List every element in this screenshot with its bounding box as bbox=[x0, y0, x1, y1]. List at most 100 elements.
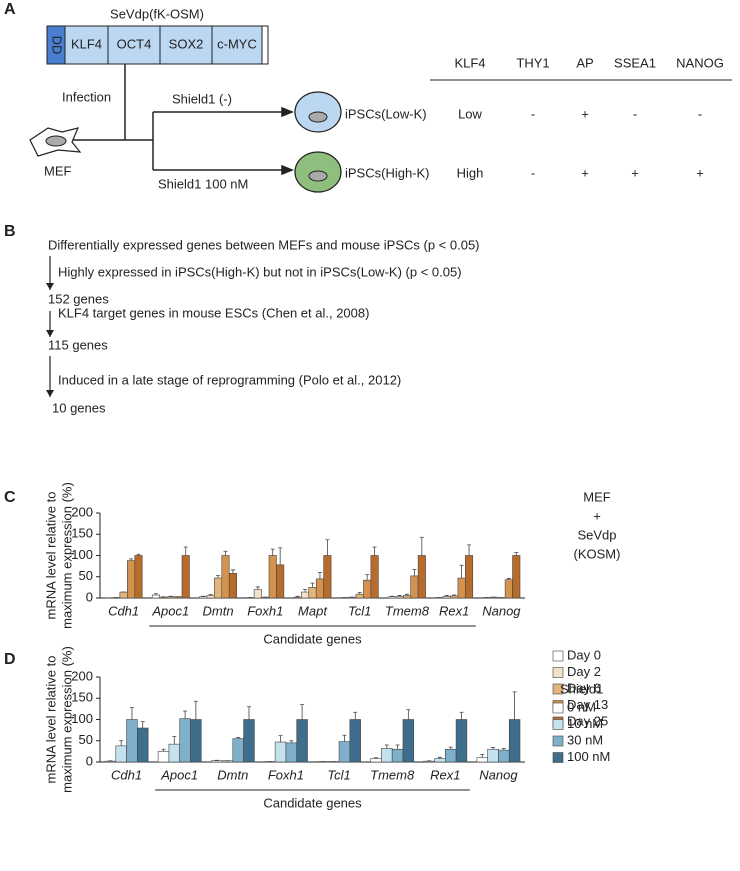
legend-swatch bbox=[552, 650, 564, 662]
table-cell: + bbox=[581, 106, 589, 121]
error-bar bbox=[230, 569, 235, 574]
bar bbox=[391, 748, 404, 763]
legend-title: SeVdp bbox=[577, 527, 616, 542]
error-bar bbox=[119, 740, 124, 746]
error-bar bbox=[255, 586, 260, 590]
bar bbox=[388, 596, 397, 599]
x-tick-label: Tcl1 bbox=[327, 767, 350, 782]
error-bar bbox=[300, 704, 305, 720]
error-bar bbox=[325, 539, 330, 556]
bar bbox=[199, 596, 208, 599]
error-bar bbox=[153, 593, 158, 596]
flow-step: 10 genes bbox=[52, 400, 106, 415]
error-bar bbox=[310, 582, 315, 588]
legend-title: MEF bbox=[583, 489, 611, 504]
legend-title: + bbox=[593, 508, 601, 523]
error-bar bbox=[384, 744, 389, 749]
error-bar bbox=[397, 595, 402, 597]
flow-step: Highly expressed in iPSCs(High-K) but no… bbox=[58, 264, 462, 279]
error-bar bbox=[406, 709, 411, 720]
flow-step: 115 genes bbox=[48, 337, 108, 352]
bar bbox=[465, 555, 474, 599]
legend-label: 100 nM bbox=[567, 749, 610, 764]
bar bbox=[349, 719, 361, 763]
error-bar bbox=[129, 707, 134, 720]
error-bar bbox=[444, 595, 449, 597]
flow-arrowhead bbox=[46, 390, 54, 397]
error-bar bbox=[295, 595, 300, 598]
bar bbox=[276, 564, 285, 599]
table-header: THY1 bbox=[516, 55, 549, 70]
bar bbox=[166, 596, 175, 599]
flow-arrowhead bbox=[46, 330, 54, 337]
x-tick-label: Tmem8 bbox=[385, 603, 430, 618]
y-tick-label: 0 bbox=[86, 589, 93, 604]
x-axis-label: Candidate genes bbox=[263, 631, 362, 646]
bar bbox=[159, 596, 168, 599]
error-bar bbox=[172, 736, 177, 745]
error-bar bbox=[467, 544, 472, 556]
bar bbox=[370, 758, 382, 763]
legend-title: (KOSM) bbox=[574, 546, 621, 561]
flow-step: Differentially expressed genes between M… bbox=[48, 237, 480, 252]
error-bar bbox=[216, 575, 221, 579]
x-tick-label: Cdh1 bbox=[108, 603, 139, 618]
diagram-label: MEF bbox=[44, 163, 72, 178]
legend-swatch bbox=[552, 702, 564, 714]
error-bar bbox=[317, 572, 322, 579]
error-bar bbox=[289, 740, 294, 743]
error-bar bbox=[161, 748, 166, 752]
error-bar bbox=[278, 735, 283, 743]
legend-swatch bbox=[552, 719, 564, 730]
y-axis-label: maximum expression (%) bbox=[59, 646, 74, 793]
legend-label: Day 6 bbox=[567, 680, 601, 695]
domain-box bbox=[107, 25, 161, 65]
error-bar bbox=[480, 753, 485, 758]
bar bbox=[338, 741, 351, 763]
x-tick-label: Tcl1 bbox=[348, 603, 371, 618]
error-bar bbox=[223, 550, 228, 556]
bar bbox=[181, 555, 190, 599]
bar bbox=[274, 741, 287, 763]
x-tick-label: Dmtn bbox=[203, 603, 234, 618]
bar bbox=[243, 719, 255, 763]
table-cell: + bbox=[696, 165, 704, 180]
domain-box bbox=[159, 25, 213, 65]
domain-label: OCT4 bbox=[117, 36, 152, 51]
y-tick-label: 100 bbox=[71, 711, 93, 726]
table-header: KLF4 bbox=[454, 55, 485, 70]
y-tick-label: 50 bbox=[79, 732, 93, 747]
flow-step: KLF4 target genes in mouse ESCs (Chen et… bbox=[58, 305, 369, 320]
bar bbox=[115, 745, 127, 763]
bar bbox=[119, 591, 128, 599]
bar bbox=[512, 555, 521, 599]
error-bar bbox=[365, 574, 370, 581]
bar bbox=[442, 595, 451, 599]
bar bbox=[179, 718, 191, 763]
legend-label: 0 nM bbox=[567, 699, 596, 714]
error-bar bbox=[437, 756, 442, 759]
bar bbox=[134, 555, 143, 599]
y-tick-label: 50 bbox=[79, 568, 93, 583]
bar bbox=[157, 751, 170, 763]
x-axis-label: Candidate genes bbox=[263, 795, 362, 810]
bar bbox=[214, 577, 223, 599]
bar bbox=[210, 760, 223, 763]
error-bar bbox=[193, 700, 198, 720]
panel-a-diagram bbox=[29, 64, 732, 193]
error-bar bbox=[452, 594, 457, 596]
bar bbox=[370, 555, 379, 599]
x-tick-label: Nanog bbox=[479, 767, 518, 782]
domain-label: DD bbox=[50, 36, 65, 55]
error-bar bbox=[183, 546, 188, 556]
error-bar bbox=[372, 546, 377, 556]
error-bar bbox=[129, 558, 134, 561]
table-cell: + bbox=[581, 165, 589, 180]
x-tick-label: Nanog bbox=[482, 603, 521, 618]
y-axis-label: mRNA level relative to bbox=[43, 656, 58, 784]
error-bar bbox=[404, 593, 409, 596]
flow-arrowhead bbox=[46, 283, 54, 290]
error-bar bbox=[501, 748, 506, 751]
bar bbox=[508, 719, 521, 763]
error-bar bbox=[374, 757, 379, 759]
